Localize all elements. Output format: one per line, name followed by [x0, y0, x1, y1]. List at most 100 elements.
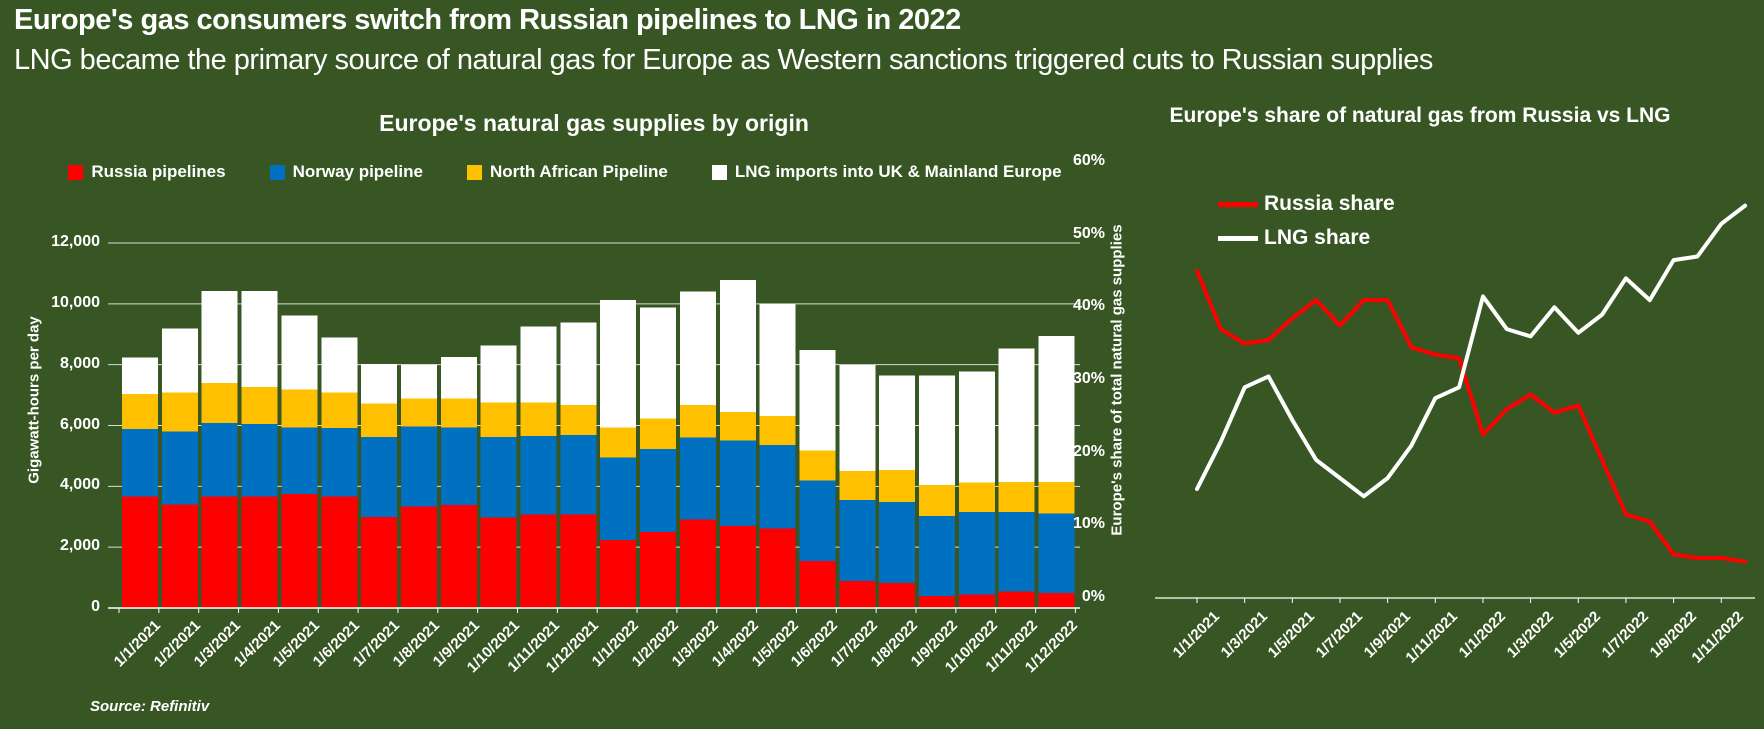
bar-segment: [560, 434, 597, 515]
bar-segment: [400, 426, 437, 507]
bar-segment: [281, 315, 318, 390]
bar-segment: [799, 350, 836, 451]
bar-segment: [919, 485, 955, 517]
russia-share-line-icon: [1218, 201, 1258, 207]
bar-segment: [361, 364, 398, 404]
bar-segment: [480, 436, 517, 518]
bar-segment: [560, 514, 597, 608]
bar-segment: [122, 429, 158, 497]
x-tick-label: 1/11/2021: [1402, 608, 1462, 667]
bar-segment: [640, 449, 677, 532]
bar-segment: [400, 506, 437, 608]
bar-segment: [520, 402, 557, 436]
bar-segment: [201, 422, 238, 497]
bar-segment: [600, 457, 637, 541]
source-credit: Source: Refinitiv: [90, 698, 210, 715]
bar-segment: [679, 405, 716, 438]
bar-segment: [839, 471, 876, 501]
subheadline: LNG became the primary source of natural…: [14, 44, 1433, 76]
x-tick-label: 1/7/2021: [1312, 608, 1366, 662]
legend-item-norway-pipeline: Norway pipeline: [269, 162, 423, 182]
bar-segment: [241, 496, 278, 608]
bar-segment: [400, 398, 437, 427]
bar-segment: [839, 500, 876, 581]
y-tick-label: 20%: [1072, 442, 1105, 460]
y-tick-label: 12,000: [51, 233, 100, 250]
bar-segment: [161, 392, 198, 432]
bar-segment: [879, 501, 916, 584]
line-chart-y-axis-title: Europe's share of total natural gas supp…: [1108, 224, 1126, 536]
x-tick-label: 1/9/2022: [1646, 608, 1700, 662]
bar-segment: [958, 594, 995, 608]
bar-segment: [122, 496, 158, 608]
bar-segment: [640, 531, 677, 608]
lng-share-line-icon: [1218, 235, 1258, 241]
legend-label: LNG share: [1264, 226, 1371, 249]
y-tick-label: 50%: [1072, 224, 1105, 242]
lng-imports-swatch-icon: [711, 164, 727, 180]
bar-segment: [1038, 592, 1075, 608]
bar-segment: [958, 512, 995, 595]
bar-segment: [201, 383, 238, 423]
bar-segment: [201, 496, 238, 608]
bar-segment: [879, 583, 916, 608]
y-tick-label: 10%: [1072, 515, 1105, 533]
bar-segment: [759, 528, 796, 608]
x-tick-label: 1/3/2022: [1503, 608, 1557, 662]
bar-segment: [241, 387, 278, 424]
y-tick-label: 4,000: [59, 476, 100, 494]
legend-label: Russia pipelines: [91, 162, 226, 181]
bar-segment: [122, 394, 158, 430]
bar-segment: [440, 398, 477, 428]
x-tick-label: 1/1/2021: [1169, 608, 1224, 662]
bar-segment: [122, 357, 158, 395]
bar-segment: [161, 328, 198, 393]
y-tick-label: 10,000: [51, 293, 100, 311]
bar-segment: [759, 444, 796, 529]
bar-segment: [839, 364, 876, 472]
data-line: [1195, 203, 1748, 499]
bar-segment: [879, 470, 916, 502]
legend-item-russia-pipelines: Russia pipelines: [68, 162, 226, 182]
russia-pipelines-swatch-icon: [68, 164, 84, 180]
bar-segment: [919, 375, 955, 486]
bar-segment: [161, 431, 198, 505]
legend-label: Norway pipeline: [292, 162, 423, 181]
bar-segment: [281, 494, 318, 608]
bar-segment: [799, 450, 836, 481]
y-tick-label: 0: [91, 598, 100, 615]
bar-segment: [321, 337, 358, 393]
bar-segment: [799, 560, 836, 608]
x-tick-label: 1/5/2021: [1265, 608, 1319, 662]
bar-segment: [321, 392, 358, 428]
bar-segment: [281, 389, 318, 428]
y-tick-label: 0%: [1081, 588, 1105, 605]
y-tick-label: 6,000: [59, 415, 100, 433]
bar-segment: [1038, 513, 1075, 593]
bar-segment: [998, 348, 1035, 482]
bar-segment: [440, 505, 477, 608]
bar-segment: [321, 427, 358, 497]
bar-segment: [321, 496, 358, 608]
bar-segment: [719, 526, 756, 608]
bar-segment: [640, 418, 677, 450]
headline: Europe's gas consumers switch from Russi…: [14, 4, 961, 36]
bar-segment: [759, 415, 796, 445]
bar-chart-legend: Russia pipelines Norway pipeline North A…: [68, 162, 1062, 182]
bar-segment: [361, 403, 398, 437]
bar-segment: [719, 440, 756, 527]
bar-segment: [919, 516, 955, 596]
bar-chart-y-axis-title: Gigawatt-hours per day: [25, 316, 43, 484]
bar-segment: [719, 411, 756, 441]
y-tick-label: 40%: [1072, 297, 1105, 315]
line-chart-title: Europe's share of natural gas from Russi…: [1169, 104, 1671, 127]
bar-segment: [1038, 481, 1075, 514]
bar-segment: [520, 435, 557, 515]
bar-segment: [679, 291, 716, 406]
y-tick-label: 30%: [1072, 370, 1105, 387]
bar-segment: [361, 436, 398, 517]
x-tick-label: 1/5/2022: [1550, 608, 1605, 662]
bar-segment: [600, 427, 637, 458]
bar-segment: [361, 516, 398, 608]
